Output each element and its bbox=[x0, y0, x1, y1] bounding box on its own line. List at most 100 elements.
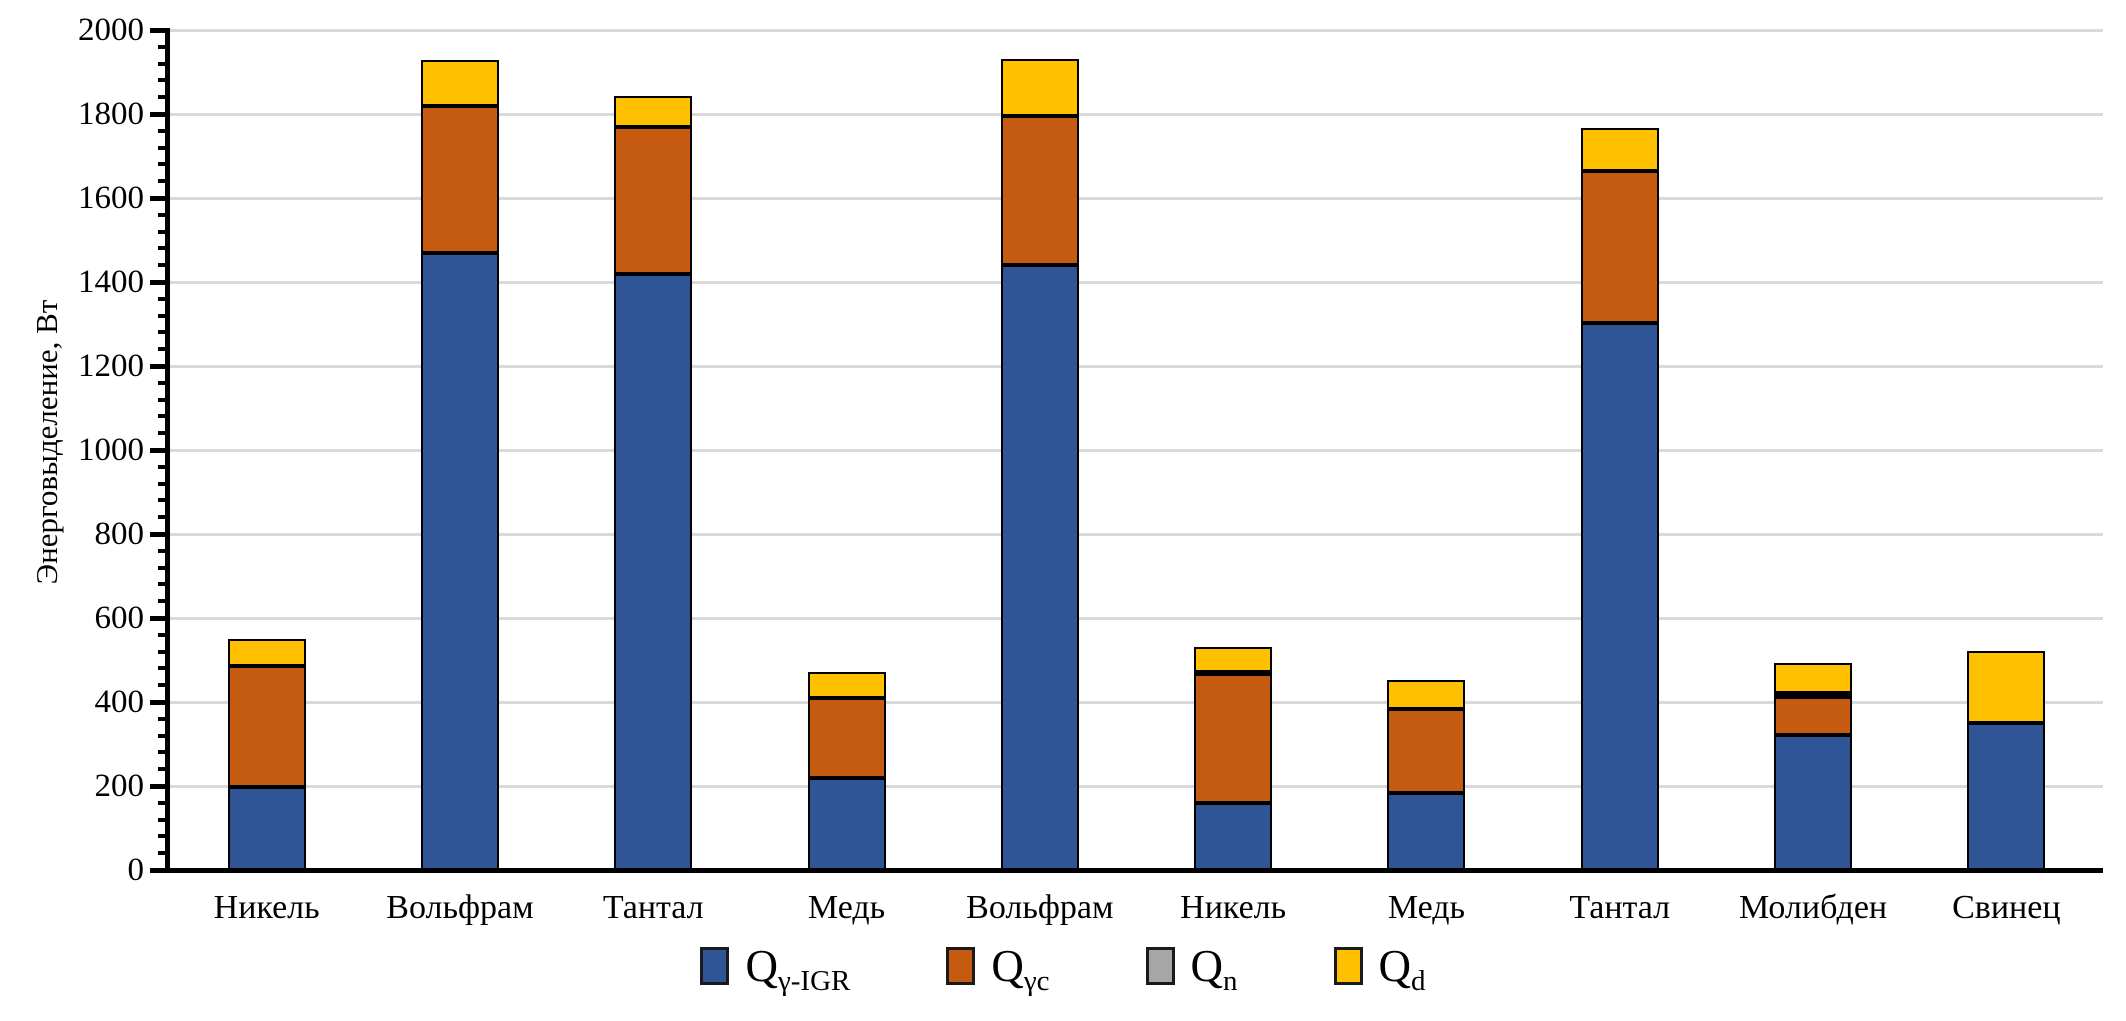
bar-segment-Qγ-IGR bbox=[1387, 793, 1466, 870]
legend-swatch-blue bbox=[700, 947, 730, 985]
legend-label: Qn bbox=[1190, 941, 1238, 997]
y-axis-major-tick bbox=[150, 364, 170, 369]
bar-segment-Qγc bbox=[1580, 171, 1659, 324]
bar-segment-Qn bbox=[1774, 693, 1853, 698]
legend-label: Qd bbox=[1378, 941, 1426, 997]
y-axis-minor-tick bbox=[158, 78, 170, 83]
y-tick-label: 2000 bbox=[78, 12, 144, 48]
gridline bbox=[170, 449, 2103, 452]
legend-swatch-yellow bbox=[1333, 947, 1363, 985]
y-axis-minor-tick bbox=[158, 313, 170, 318]
y-axis-minor-tick bbox=[158, 61, 170, 66]
gridline bbox=[170, 197, 2103, 200]
bar-segment-Qγ-IGR bbox=[614, 274, 693, 870]
legend-item-q-gamma-igr: Qγ-IGR bbox=[700, 941, 851, 997]
chart-legend: Qγ-IGR Qγc Qn Qd bbox=[0, 941, 2126, 997]
y-axis-minor-tick bbox=[158, 263, 170, 268]
x-category-label: Тантал bbox=[1569, 889, 1671, 926]
bar-segment-Qγ-IGR bbox=[807, 778, 886, 870]
y-axis-minor-tick bbox=[158, 498, 170, 503]
y-axis-minor-tick bbox=[158, 464, 170, 469]
bar-segment-Qd bbox=[1967, 651, 2046, 723]
x-category-label: Тантал bbox=[602, 889, 704, 926]
y-axis-minor-tick bbox=[158, 582, 170, 587]
legend-item-q-n: Qn bbox=[1145, 941, 1238, 997]
bar-segment-Qγc bbox=[614, 127, 693, 275]
y-axis-major-tick bbox=[150, 700, 170, 705]
y-axis-minor-tick bbox=[158, 330, 170, 335]
y-axis-minor-tick bbox=[158, 44, 170, 49]
y-axis-minor-tick bbox=[158, 229, 170, 234]
gridline bbox=[170, 785, 2103, 788]
y-tick-label: 1200 bbox=[78, 348, 144, 384]
bar-segment-Qγ-IGR bbox=[420, 253, 499, 870]
y-axis-minor-tick bbox=[158, 683, 170, 688]
y-axis-major-tick bbox=[150, 280, 170, 285]
y-tick-label: 400 bbox=[94, 684, 145, 720]
bar-segment-Qd bbox=[420, 59, 499, 106]
bar-segment-Qγc bbox=[1000, 116, 1079, 266]
x-category-label: Вольфрам bbox=[966, 889, 1114, 926]
x-category-label: Никель bbox=[213, 889, 320, 926]
y-axis-minor-tick bbox=[158, 397, 170, 402]
y-axis-minor-tick bbox=[158, 599, 170, 604]
x-category-label: Молибден bbox=[1738, 889, 1888, 926]
y-axis-minor-tick bbox=[158, 666, 170, 671]
y-axis-minor-tick bbox=[158, 632, 170, 637]
y-axis-minor-tick bbox=[158, 481, 170, 486]
gridline bbox=[170, 29, 2103, 32]
y-axis-minor-tick bbox=[158, 431, 170, 436]
y-tick-label: 1800 bbox=[78, 96, 144, 132]
y-axis-minor-tick bbox=[158, 162, 170, 167]
y-axis-minor-tick bbox=[158, 515, 170, 520]
bar-segment-Qγc bbox=[807, 697, 886, 779]
y-axis-minor-tick bbox=[158, 145, 170, 150]
bar-segment-Qd bbox=[614, 95, 693, 128]
y-axis-major-tick bbox=[150, 448, 170, 453]
bar-segment-Qγc bbox=[1194, 673, 1273, 803]
y-axis-minor-tick bbox=[158, 414, 170, 419]
y-tick-label: 800 bbox=[94, 516, 145, 552]
y-tick-label: 1000 bbox=[78, 432, 144, 468]
bar-segment-Qd bbox=[1774, 662, 1853, 694]
y-tick-label: 0 bbox=[127, 852, 145, 888]
y-axis-minor-tick bbox=[158, 733, 170, 738]
y-axis-minor-tick bbox=[158, 750, 170, 755]
gridline bbox=[170, 617, 2103, 620]
legend-label: Qγc bbox=[991, 941, 1050, 997]
gridline bbox=[170, 365, 2103, 368]
y-axis-major-tick bbox=[150, 196, 170, 201]
y-axis-minor-tick bbox=[158, 800, 170, 805]
y-axis-minor-tick bbox=[158, 548, 170, 553]
y-axis-minor-tick bbox=[158, 649, 170, 654]
bar-segment-Qγ-IGR bbox=[227, 787, 306, 870]
x-category-label: Никель bbox=[1180, 889, 1287, 926]
y-axis-minor-tick bbox=[158, 834, 170, 839]
x-category-label: Свинец bbox=[1952, 889, 2061, 926]
y-tick-label: 200 bbox=[94, 768, 145, 804]
y-axis-minor-tick bbox=[158, 565, 170, 570]
y-tick-label: 1400 bbox=[78, 264, 144, 300]
y-axis-major-tick bbox=[150, 112, 170, 117]
bar-segment-Qγ-IGR bbox=[1000, 265, 1079, 870]
gridline bbox=[170, 701, 2103, 704]
gridline bbox=[170, 281, 2103, 284]
legend-label: Qγ-IGR bbox=[745, 941, 851, 997]
bar-segment-Qγ-IGR bbox=[1967, 723, 2046, 870]
y-tick-label: 600 bbox=[94, 600, 145, 636]
bar-segment-Qγc bbox=[1387, 709, 1466, 794]
y-axis-minor-tick bbox=[158, 212, 170, 217]
bar-segment-Qγc bbox=[420, 106, 499, 254]
y-axis-minor-tick bbox=[158, 716, 170, 721]
y-axis-minor-tick bbox=[158, 128, 170, 133]
bar-segment-Qd bbox=[1387, 680, 1466, 710]
y-axis-minor-tick bbox=[158, 296, 170, 301]
bar-segment-Qd bbox=[227, 639, 306, 666]
y-axis-minor-tick bbox=[158, 851, 170, 856]
bar-segment-Qγ-IGR bbox=[1774, 735, 1853, 870]
y-tick-label: 1600 bbox=[78, 180, 144, 216]
y-axis-minor-tick bbox=[158, 817, 170, 822]
bar-segment-Qn bbox=[1194, 671, 1273, 676]
gridline bbox=[170, 113, 2103, 116]
x-axis bbox=[150, 868, 2103, 873]
